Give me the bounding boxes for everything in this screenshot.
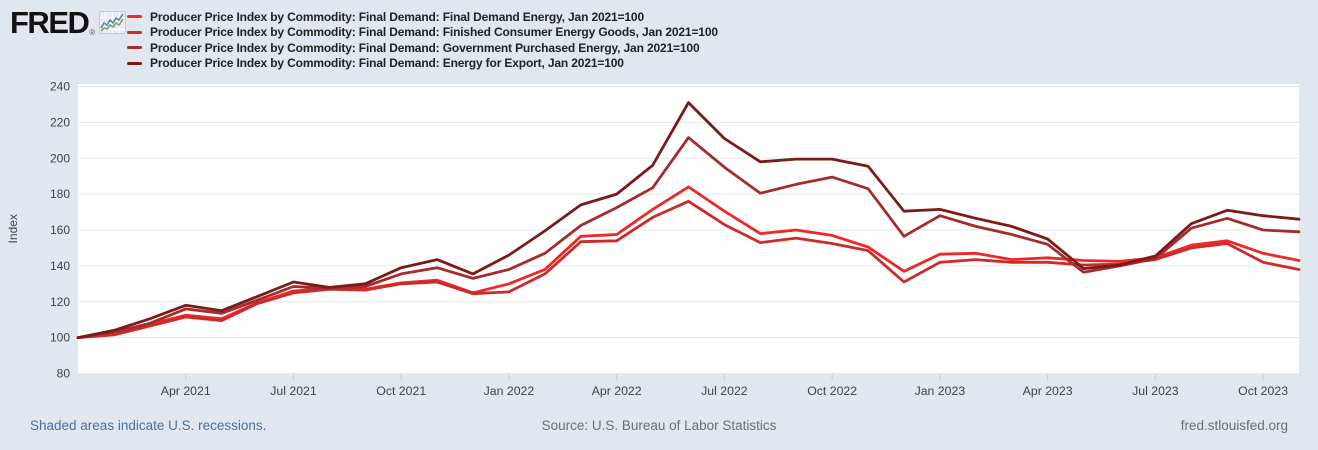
plot-area	[78, 84, 1299, 374]
site-url: fred.stlouisfed.org	[1180, 418, 1288, 433]
y-tick-label: 200	[50, 151, 70, 165]
legend-swatch-icon	[127, 46, 142, 50]
legend-item: Producer Price Index by Commodity: Final…	[127, 9, 718, 25]
x-tick-label: Oct 2022	[807, 384, 857, 398]
x-tick-label: Oct 2023	[1238, 384, 1288, 398]
x-tick-label: Jul 2022	[701, 384, 748, 398]
legend: Producer Price Index by Commodity: Final…	[127, 9, 718, 71]
y-tick-label: 160	[50, 223, 70, 237]
x-tick-label: Apr 2022	[592, 384, 642, 398]
y-tick-label: 120	[50, 295, 70, 309]
data-series-line	[76, 199, 1301, 340]
y-tick-label: 140	[50, 259, 70, 273]
x-tick-label: Oct 2021	[376, 384, 426, 398]
legend-swatch-icon	[127, 15, 142, 19]
legend-item: Producer Price Index by Commodity: Final…	[127, 25, 718, 41]
legend-item-label: Producer Price Index by Commodity: Final…	[150, 25, 718, 40]
fred-logo-chart-icon	[99, 11, 127, 34]
legend-item-label: Producer Price Index by Commodity: Final…	[150, 9, 644, 24]
data-series-line	[76, 101, 1301, 340]
x-tick-label: Jul 2021	[270, 384, 317, 398]
registered-mark: ®	[89, 28, 96, 37]
source-label: Source: U.S. Bureau of Labor Statistics	[541, 418, 777, 433]
recession-note: Shaded areas indicate U.S. recessions.	[30, 418, 267, 433]
legend-item: Producer Price Index by Commodity: Final…	[127, 40, 718, 56]
legend-swatch-icon	[127, 61, 142, 65]
legend-item-label: Producer Price Index by Commodity: Final…	[150, 40, 700, 55]
x-tick-label: Jan 2023	[915, 384, 966, 398]
y-axis-label: Index	[6, 214, 20, 243]
x-tick-label: Jul 2023	[1132, 384, 1179, 398]
x-tick-label: Jan 2022	[484, 384, 535, 398]
y-tick-label: 220	[50, 115, 70, 129]
legend-item-label: Producer Price Index by Commodity: Final…	[150, 56, 624, 71]
y-tick-label: 240	[50, 80, 70, 94]
legend-swatch-icon	[127, 30, 142, 34]
y-tick-label: 100	[50, 331, 70, 345]
data-series-line	[76, 185, 1301, 340]
x-tick-label: Apr 2021	[161, 384, 211, 398]
y-tick-label: 80	[57, 367, 71, 381]
fred-logo-text: FRED	[10, 5, 90, 40]
x-tick-label: Apr 2023	[1023, 384, 1073, 398]
legend-item: Producer Price Index by Commodity: Final…	[127, 56, 718, 72]
footer: Shaded areas indicate U.S. recessions. S…	[0, 418, 1318, 438]
data-series-line	[76, 136, 1301, 340]
y-tick-label: 180	[50, 187, 70, 201]
fred-logo: FRED ®	[10, 5, 127, 40]
